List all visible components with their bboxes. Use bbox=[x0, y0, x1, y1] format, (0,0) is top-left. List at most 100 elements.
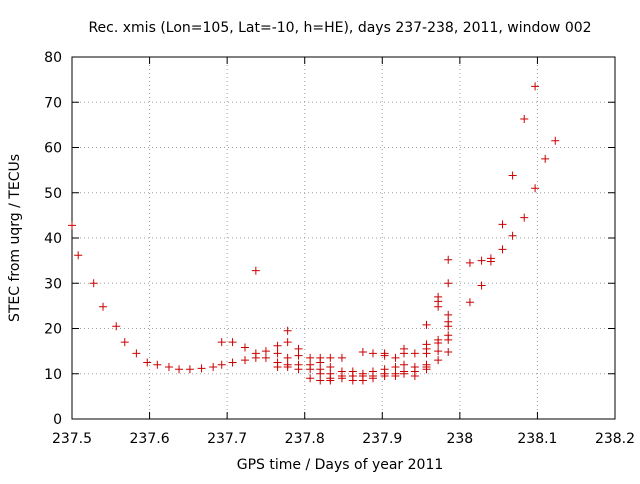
data-point-marker bbox=[444, 279, 453, 288]
data-point-marker bbox=[410, 372, 419, 381]
data-point-marker bbox=[185, 365, 194, 374]
data-point-marker bbox=[531, 184, 540, 193]
x-tick-label: 238 bbox=[446, 431, 473, 447]
data-point-marker bbox=[358, 348, 367, 357]
data-point-marker bbox=[143, 358, 152, 367]
data-point-marker bbox=[228, 358, 237, 367]
data-point-marker bbox=[444, 255, 453, 264]
data-point-marker bbox=[273, 341, 282, 350]
data-point-marker bbox=[465, 258, 474, 267]
y-tick-label: 80 bbox=[44, 50, 62, 66]
data-point-marker bbox=[112, 322, 121, 331]
data-point-marker bbox=[326, 362, 335, 371]
data-point-marker bbox=[380, 349, 389, 358]
axis-ticks bbox=[71, 56, 616, 420]
data-point-marker bbox=[444, 322, 453, 331]
data-point-marker bbox=[337, 374, 346, 383]
data-point-marker bbox=[400, 360, 409, 369]
data-point-marker bbox=[410, 349, 419, 358]
data-point-marker bbox=[99, 302, 108, 311]
data-point-marker bbox=[283, 353, 292, 362]
data-point-marker bbox=[380, 372, 389, 381]
data-point-marker bbox=[486, 257, 495, 266]
data-point-marker bbox=[261, 353, 270, 362]
data-point-marker bbox=[391, 372, 400, 381]
data-point-marker bbox=[273, 362, 282, 371]
data-point-marker bbox=[68, 221, 76, 230]
x-tick-label: 237.7 bbox=[207, 431, 247, 447]
data-point-marker bbox=[434, 347, 443, 356]
y-tick-label: 50 bbox=[44, 186, 62, 202]
data-point-marker bbox=[283, 338, 292, 347]
data-point-marker bbox=[444, 348, 453, 357]
data-point-marker bbox=[283, 326, 292, 335]
data-point-marker bbox=[422, 320, 431, 329]
x-tick-labels: 237.5 237.6 237.7 237.8 237.9 238 238.1 238.2 bbox=[52, 431, 635, 447]
data-point-marker bbox=[120, 338, 129, 347]
x-axis-label: GPS time / Days of year 2011 bbox=[237, 457, 444, 473]
data-point-marker bbox=[391, 353, 400, 362]
data-point-marker bbox=[251, 266, 260, 275]
data-point-marker bbox=[326, 353, 335, 362]
data-point-marker bbox=[217, 338, 226, 347]
data-point-marker bbox=[306, 353, 315, 362]
data-point-marker bbox=[444, 310, 453, 319]
data-point-marker bbox=[508, 231, 517, 240]
y-tick-label: 70 bbox=[44, 95, 62, 111]
data-point-marker bbox=[164, 362, 173, 371]
x-tick-label: 238.2 bbox=[595, 431, 635, 447]
data-point-marker bbox=[422, 349, 431, 358]
data-point-marker bbox=[368, 374, 377, 383]
grid-lines bbox=[72, 57, 615, 419]
data-point-marker bbox=[273, 349, 282, 358]
data-point-marker bbox=[316, 369, 325, 378]
x-tick-label: 237.9 bbox=[362, 431, 402, 447]
data-point-marker bbox=[316, 358, 325, 367]
data-point-marker bbox=[368, 349, 377, 358]
data-point-marker bbox=[434, 302, 443, 311]
data-point-marker bbox=[358, 376, 367, 385]
data-point-marker bbox=[294, 365, 303, 374]
data-point-marker bbox=[400, 369, 409, 378]
data-point-marker bbox=[444, 335, 453, 344]
y-tick-labels: 0 10 20 30 40 50 60 70 80 bbox=[44, 50, 62, 428]
data-point-marker bbox=[348, 376, 357, 385]
data-point-marker bbox=[316, 376, 325, 385]
data-point-marker bbox=[520, 213, 529, 222]
data-point-marker bbox=[209, 362, 218, 371]
y-tick-label: 30 bbox=[44, 276, 62, 292]
data-point-marker bbox=[306, 374, 315, 383]
y-tick-label: 20 bbox=[44, 322, 62, 338]
data-point-marker bbox=[217, 360, 226, 369]
data-point-marker bbox=[251, 353, 260, 362]
x-tick-label: 237.5 bbox=[52, 431, 92, 447]
data-point-marker bbox=[240, 356, 249, 365]
data-point-marker bbox=[498, 245, 507, 254]
data-points bbox=[68, 82, 560, 385]
data-point-marker bbox=[400, 349, 409, 358]
data-point-marker bbox=[261, 347, 270, 356]
y-tick-label: 10 bbox=[44, 367, 62, 383]
data-point-marker bbox=[294, 344, 303, 353]
data-point-marker bbox=[498, 220, 507, 229]
data-point-marker bbox=[422, 365, 431, 374]
y-tick-label: 40 bbox=[44, 231, 62, 247]
data-point-marker bbox=[294, 351, 303, 360]
data-point-marker bbox=[326, 376, 335, 385]
x-tick-label: 238.1 bbox=[517, 431, 557, 447]
data-point-marker bbox=[391, 362, 400, 371]
data-point-marker bbox=[477, 281, 486, 290]
data-point-marker bbox=[508, 171, 517, 180]
data-point-marker bbox=[89, 279, 98, 288]
data-point-marker bbox=[520, 114, 529, 123]
data-point-marker bbox=[337, 353, 346, 362]
data-point-marker bbox=[240, 343, 249, 352]
y-tick-label: 60 bbox=[44, 141, 62, 157]
data-point-marker bbox=[153, 360, 162, 369]
data-point-marker bbox=[465, 298, 474, 307]
data-point-marker bbox=[434, 338, 443, 347]
data-point-marker bbox=[74, 251, 83, 260]
